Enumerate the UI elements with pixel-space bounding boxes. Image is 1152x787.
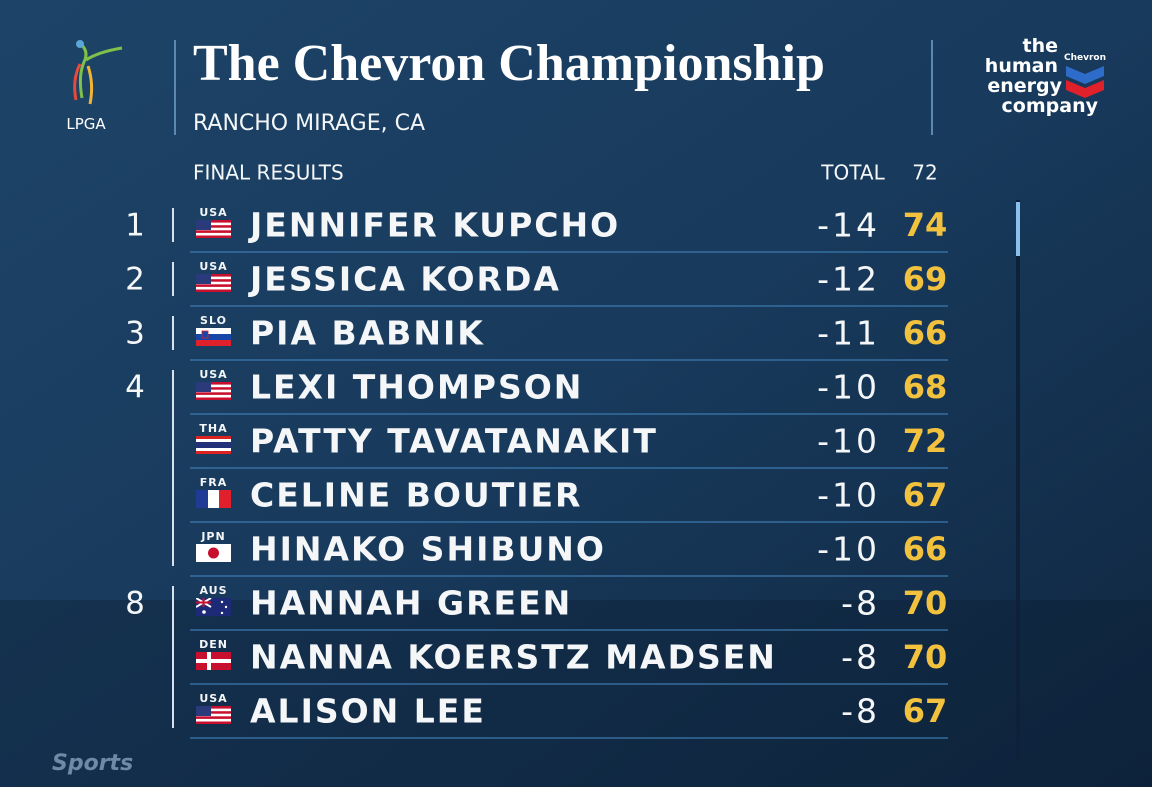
round-score: 74 [903,206,948,244]
country-code: USA [199,692,227,705]
column-header: TOTAL [820,161,885,185]
player-name: ALISON LEE [250,692,486,731]
position: 1 [125,208,145,244]
flag [196,490,231,508]
round-score: 67 [903,692,948,730]
player-name: HANNAH GREEN [250,584,572,623]
round-score: 66 [903,530,948,568]
player-name: PIA BABNIK [250,314,485,353]
player-name: LEXI THOMPSON [250,368,583,407]
player-name: HINAKO SHIBUNO [250,530,606,569]
chevron-logo: the human energy company Chevron [985,35,1106,117]
player-name: PATTY TAVATANAKIT [250,422,658,461]
round-score: 72 [903,422,948,460]
total-score: -8 [841,692,880,731]
position: 8 [125,586,145,622]
country-code: AUS [199,584,227,597]
round-score: 70 [903,584,948,622]
background-shade [0,600,1152,787]
lpga-logo: LPGA [66,40,123,133]
chevron-mark [1066,66,1104,84]
total-score: -14 [817,206,880,245]
total-score: -8 [841,638,880,677]
player-name: JENNIFER KUPCHO [248,206,620,245]
logo-text: energy [987,75,1062,97]
column-header: 72 [912,161,937,185]
total-score: -10 [817,530,880,569]
round-score: 66 [903,314,948,352]
total-score: -11 [817,314,880,353]
title: The Chevron Championship [193,35,825,92]
flag [196,328,231,346]
flag [196,652,231,670]
position: 3 [125,316,145,352]
player-name: CELINE BOUTIER [250,476,582,515]
total-score: -10 [817,368,880,407]
logo-text: human [985,55,1058,77]
rows: 1 USA JENNIFER KUPCHO -14 74 2 USA JESSICA KORD… [125,206,948,739]
section-label: FINAL RESULTS [193,161,344,185]
round-score: 68 [903,368,948,406]
broadcaster-logo: Sports [52,751,133,776]
flag [196,274,231,292]
total-score: -10 [817,476,880,515]
logo-text: the [1023,35,1059,57]
flag [196,598,231,616]
lpga-text: LPGA [66,115,106,133]
subtitle: RANCHO MIRAGE, CA [193,111,425,136]
total-score: -8 [841,584,880,623]
player-name: JESSICA KORDA [248,260,561,299]
country-code: SLO [200,314,227,327]
round-score: 67 [903,476,948,514]
position: 2 [125,262,145,298]
flag [196,382,231,400]
total-score: -10 [817,422,880,461]
round-score: 70 [903,638,948,676]
logo-brand: Chevron [1064,53,1106,63]
country-code: USA [199,368,227,381]
round-score: 69 [903,260,948,298]
country-code: THA [199,422,227,435]
country-code: USA [199,206,227,219]
flag [196,220,231,238]
player-name: NANNA KOERSTZ MADSEN [250,638,777,677]
position: 4 [125,370,145,406]
country-code: DEN [199,638,228,651]
flag [196,706,231,724]
chevron-mark [1066,80,1104,98]
flag [196,436,231,454]
country-code: JPN [200,530,225,543]
total-score: -12 [817,260,880,299]
country-code: FRA [200,476,228,489]
logo-text: company [1002,95,1099,117]
country-code: USA [199,260,227,273]
flag [196,544,231,562]
